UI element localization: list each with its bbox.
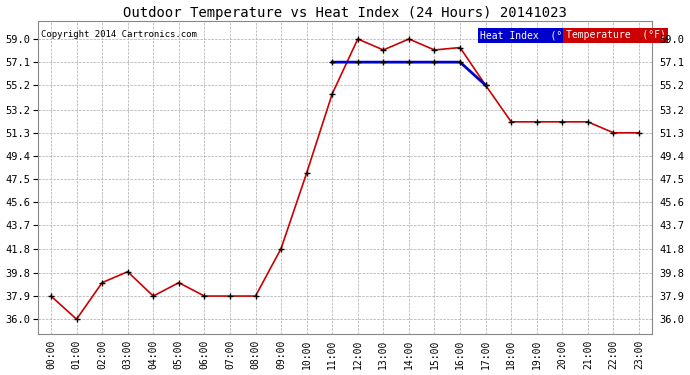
Text: Copyright 2014 Cartronics.com: Copyright 2014 Cartronics.com: [41, 30, 197, 39]
Text: Heat Index  (°F): Heat Index (°F): [480, 30, 574, 40]
Title: Outdoor Temperature vs Heat Index (24 Hours) 20141023: Outdoor Temperature vs Heat Index (24 Ho…: [123, 6, 567, 20]
Text: Temperature  (°F): Temperature (°F): [566, 30, 666, 40]
